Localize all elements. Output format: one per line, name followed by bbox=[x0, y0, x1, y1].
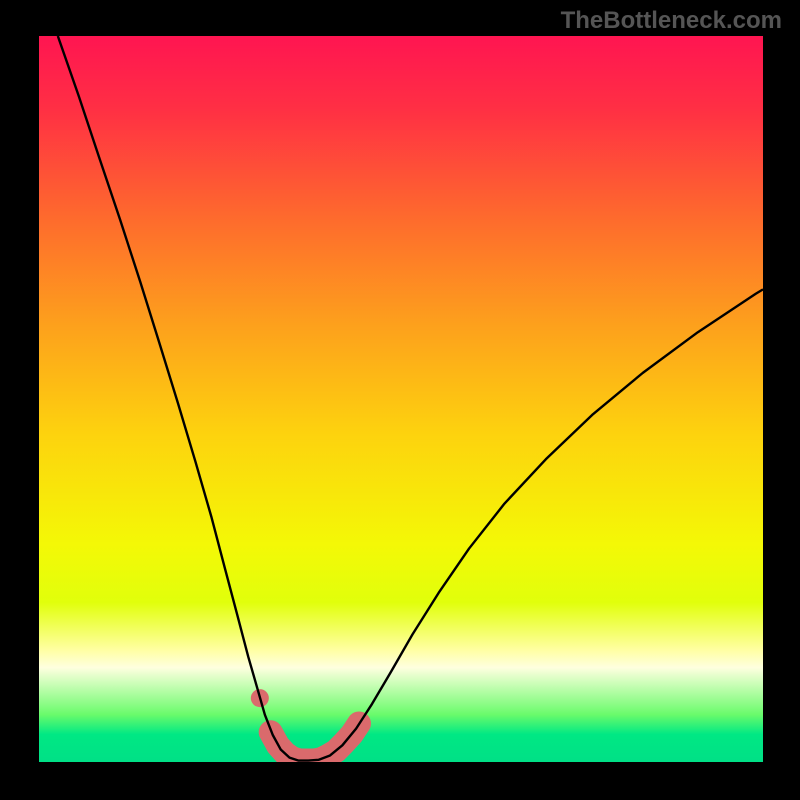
chart-stage: TheBottleneck.com bbox=[0, 0, 800, 800]
plot-area bbox=[39, 36, 763, 762]
watermark-text: TheBottleneck.com bbox=[561, 7, 782, 35]
